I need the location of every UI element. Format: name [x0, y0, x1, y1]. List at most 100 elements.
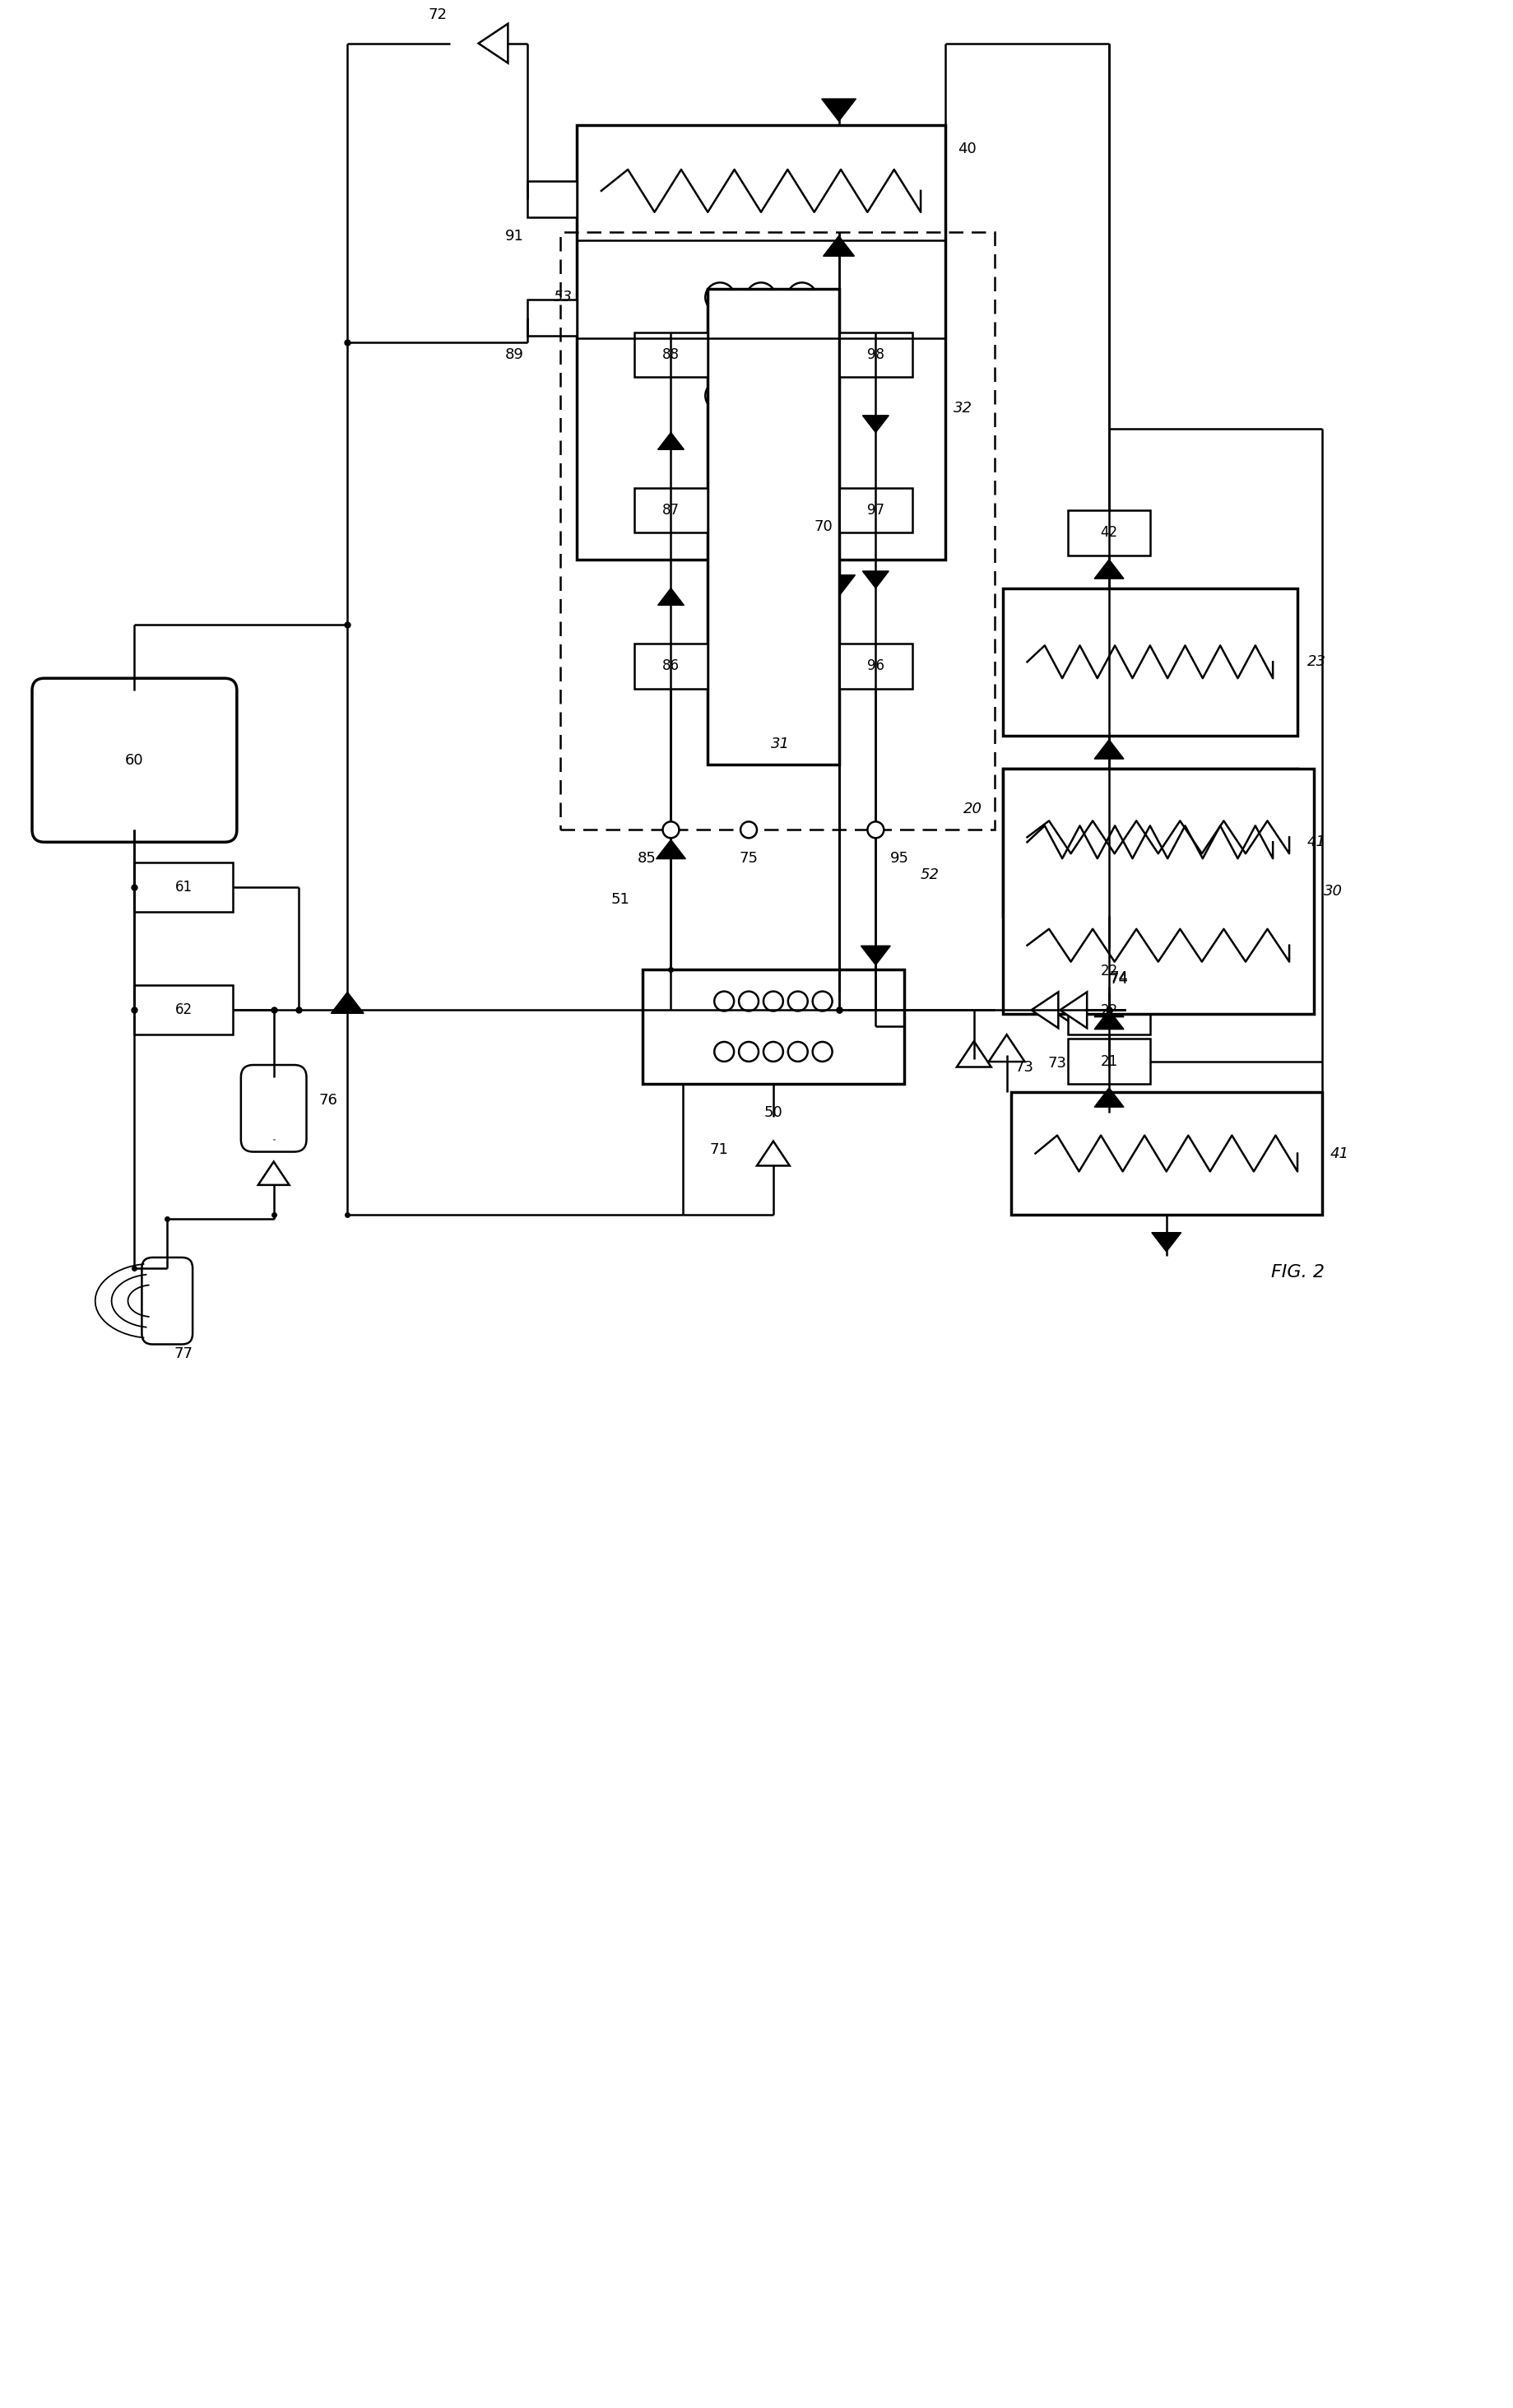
Polygon shape: [259, 1161, 289, 1185]
Bar: [135, 985, 233, 1035]
Polygon shape: [756, 1141, 790, 1165]
Polygon shape: [658, 588, 684, 604]
Bar: [560, 231, 994, 831]
Circle shape: [812, 1043, 832, 1062]
Text: FIG. 2: FIG. 2: [1271, 1264, 1324, 1281]
Text: 32: 32: [953, 400, 973, 414]
Text: 60: 60: [126, 754, 144, 768]
Text: 62: 62: [176, 1002, 192, 1019]
Bar: [634, 332, 708, 378]
Circle shape: [788, 1043, 808, 1062]
Text: 85: 85: [637, 850, 657, 867]
Bar: [1068, 987, 1150, 1035]
Bar: [838, 643, 912, 689]
Text: 98: 98: [867, 347, 884, 361]
Text: 52: 52: [921, 867, 940, 881]
Text: 53: 53: [554, 289, 572, 306]
Bar: [634, 489, 708, 532]
Text: 75: 75: [740, 850, 758, 867]
FancyBboxPatch shape: [142, 1257, 192, 1344]
Text: 71: 71: [710, 1141, 728, 1156]
Polygon shape: [1151, 1233, 1182, 1252]
Polygon shape: [956, 1040, 991, 1067]
Bar: [708, 289, 838, 763]
Text: 50: 50: [764, 1105, 782, 1120]
Text: 74: 74: [1109, 970, 1129, 987]
Polygon shape: [1094, 1009, 1124, 1028]
Bar: [135, 862, 233, 913]
Polygon shape: [657, 997, 685, 1014]
Polygon shape: [1094, 997, 1124, 1016]
Bar: [576, 125, 946, 559]
Polygon shape: [1083, 992, 1111, 1028]
Text: 76: 76: [319, 1093, 337, 1108]
Polygon shape: [1032, 992, 1058, 1028]
Text: 40: 40: [958, 142, 976, 157]
Bar: [1068, 949, 1150, 995]
Bar: [838, 332, 912, 378]
Circle shape: [812, 992, 832, 1011]
Circle shape: [714, 992, 734, 1011]
Text: 91: 91: [505, 229, 523, 243]
Text: 23: 23: [1307, 655, 1327, 669]
Text: 74: 74: [1109, 970, 1129, 985]
Bar: [634, 643, 708, 689]
Text: 73: 73: [1015, 1060, 1033, 1074]
Polygon shape: [861, 946, 891, 966]
Text: 61: 61: [176, 879, 192, 896]
Text: 77: 77: [174, 1346, 194, 1361]
Polygon shape: [478, 24, 508, 63]
Text: 21: 21: [1100, 1055, 1118, 1069]
Text: 42: 42: [1100, 525, 1118, 539]
Circle shape: [787, 282, 817, 313]
Circle shape: [738, 992, 758, 1011]
Polygon shape: [1094, 559, 1124, 578]
Circle shape: [740, 821, 756, 838]
Polygon shape: [1094, 739, 1124, 759]
Polygon shape: [658, 433, 684, 450]
Circle shape: [764, 992, 784, 1011]
Text: 97: 97: [867, 503, 884, 518]
Text: 72: 72: [428, 7, 446, 22]
Polygon shape: [1094, 920, 1124, 939]
Text: 95: 95: [891, 850, 909, 867]
Bar: [1011, 1091, 1322, 1216]
FancyBboxPatch shape: [32, 679, 238, 843]
Circle shape: [787, 380, 817, 409]
Text: 70: 70: [814, 520, 834, 535]
Text: 20: 20: [964, 802, 982, 816]
Bar: [642, 968, 905, 1084]
Text: 73: 73: [1047, 1055, 1067, 1072]
Polygon shape: [1052, 992, 1079, 1028]
Bar: [528, 181, 576, 217]
Bar: [528, 299, 576, 335]
Text: 86: 86: [663, 657, 679, 674]
Polygon shape: [331, 992, 363, 1014]
Circle shape: [764, 1043, 784, 1062]
Text: 31: 31: [770, 737, 790, 751]
Polygon shape: [823, 236, 855, 255]
Polygon shape: [823, 970, 855, 992]
Circle shape: [746, 380, 776, 409]
Circle shape: [746, 282, 776, 313]
Polygon shape: [862, 417, 888, 433]
Polygon shape: [1094, 1045, 1124, 1064]
Bar: [838, 489, 912, 532]
Circle shape: [663, 821, 679, 838]
Polygon shape: [657, 840, 685, 860]
Text: 30: 30: [1324, 884, 1342, 898]
Text: 22: 22: [1100, 1004, 1118, 1019]
Text: 22: 22: [1100, 963, 1118, 978]
Polygon shape: [1094, 1088, 1124, 1108]
Bar: [1003, 768, 1313, 1014]
Polygon shape: [862, 571, 888, 588]
Polygon shape: [862, 997, 890, 1014]
FancyBboxPatch shape: [241, 1064, 307, 1151]
Polygon shape: [823, 576, 855, 597]
Circle shape: [714, 1043, 734, 1062]
Circle shape: [788, 992, 808, 1011]
Text: 51: 51: [611, 891, 629, 908]
Bar: [1003, 768, 1298, 915]
Text: 87: 87: [663, 503, 679, 518]
Bar: [1003, 588, 1298, 734]
